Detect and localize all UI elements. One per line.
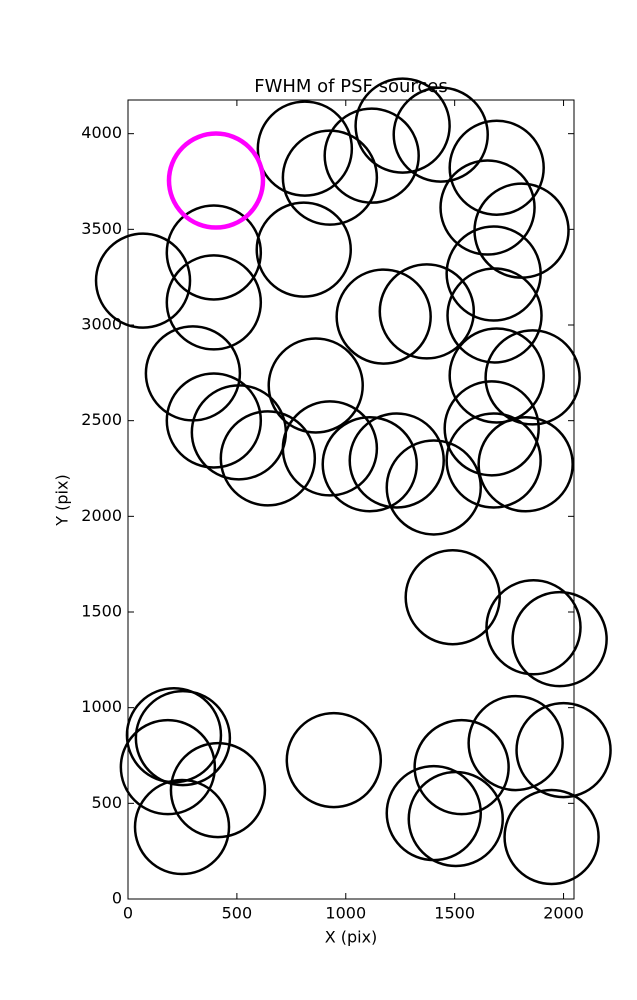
source-circle <box>134 689 232 787</box>
y-tick-label: 500 <box>91 793 122 812</box>
source-circle <box>404 549 501 646</box>
source-circle <box>219 410 317 507</box>
source-circle <box>166 131 266 230</box>
source-circle <box>281 129 379 226</box>
source-circle <box>125 686 223 784</box>
source-circle <box>165 254 263 351</box>
plot-frame <box>127 99 575 900</box>
y-tick-label: 0 <box>112 889 122 908</box>
source-circle <box>515 701 612 799</box>
source-circle <box>281 400 379 497</box>
source-circle <box>485 579 582 676</box>
y-axis-label: Y (pix) <box>53 474 72 526</box>
source-circle <box>439 159 536 256</box>
source-circle <box>413 718 510 816</box>
y-tick-label: 1000 <box>81 697 122 716</box>
source-circle <box>446 267 543 364</box>
source-circle <box>255 201 352 298</box>
source-circle <box>190 384 288 481</box>
x-tick-label: 0 <box>123 904 133 923</box>
source-circle <box>323 107 420 204</box>
source-circle <box>165 204 263 301</box>
x-tick-label: 2000 <box>543 904 584 923</box>
source-circle <box>385 439 483 536</box>
source-circle <box>267 337 364 434</box>
source-circle <box>133 778 231 876</box>
source-circle <box>448 327 545 424</box>
source-circle <box>285 711 383 809</box>
chart-title: FWHM of PSF sources <box>254 76 448 97</box>
source-circle <box>467 694 564 792</box>
source-circle <box>503 788 600 886</box>
source-circle <box>443 380 540 477</box>
source-circle <box>335 268 432 365</box>
source-circle <box>94 232 192 329</box>
source-circle <box>511 590 608 688</box>
x-tick-label: 1500 <box>434 904 475 923</box>
source-circle <box>119 718 217 816</box>
x-tick-label: 1000 <box>325 904 366 923</box>
x-axis-label: X (pix) <box>325 928 378 947</box>
y-tick-label: 2000 <box>81 506 122 525</box>
source-circle <box>348 412 445 509</box>
source-circle <box>354 77 451 174</box>
y-tick-label: 1500 <box>81 602 122 621</box>
x-tick-label: 500 <box>222 904 253 923</box>
source-circle <box>445 412 542 509</box>
source-circle <box>473 182 570 279</box>
source-circle <box>445 225 542 322</box>
source-circle <box>169 741 267 839</box>
source-circle <box>484 329 581 426</box>
y-tick-label: 4000 <box>81 123 122 142</box>
source-circle <box>321 416 418 513</box>
source-circle <box>477 416 574 513</box>
source-circle <box>407 770 504 868</box>
y-tick-label: 3500 <box>81 219 122 238</box>
source-circle <box>144 325 242 422</box>
y-tick-label: 2500 <box>81 410 122 429</box>
source-circle <box>256 100 354 197</box>
source-circle <box>165 372 263 469</box>
source-circle <box>378 263 476 360</box>
source-circle <box>448 119 545 216</box>
y-tick-label: 3000 <box>81 315 122 334</box>
source-circle <box>392 86 489 183</box>
